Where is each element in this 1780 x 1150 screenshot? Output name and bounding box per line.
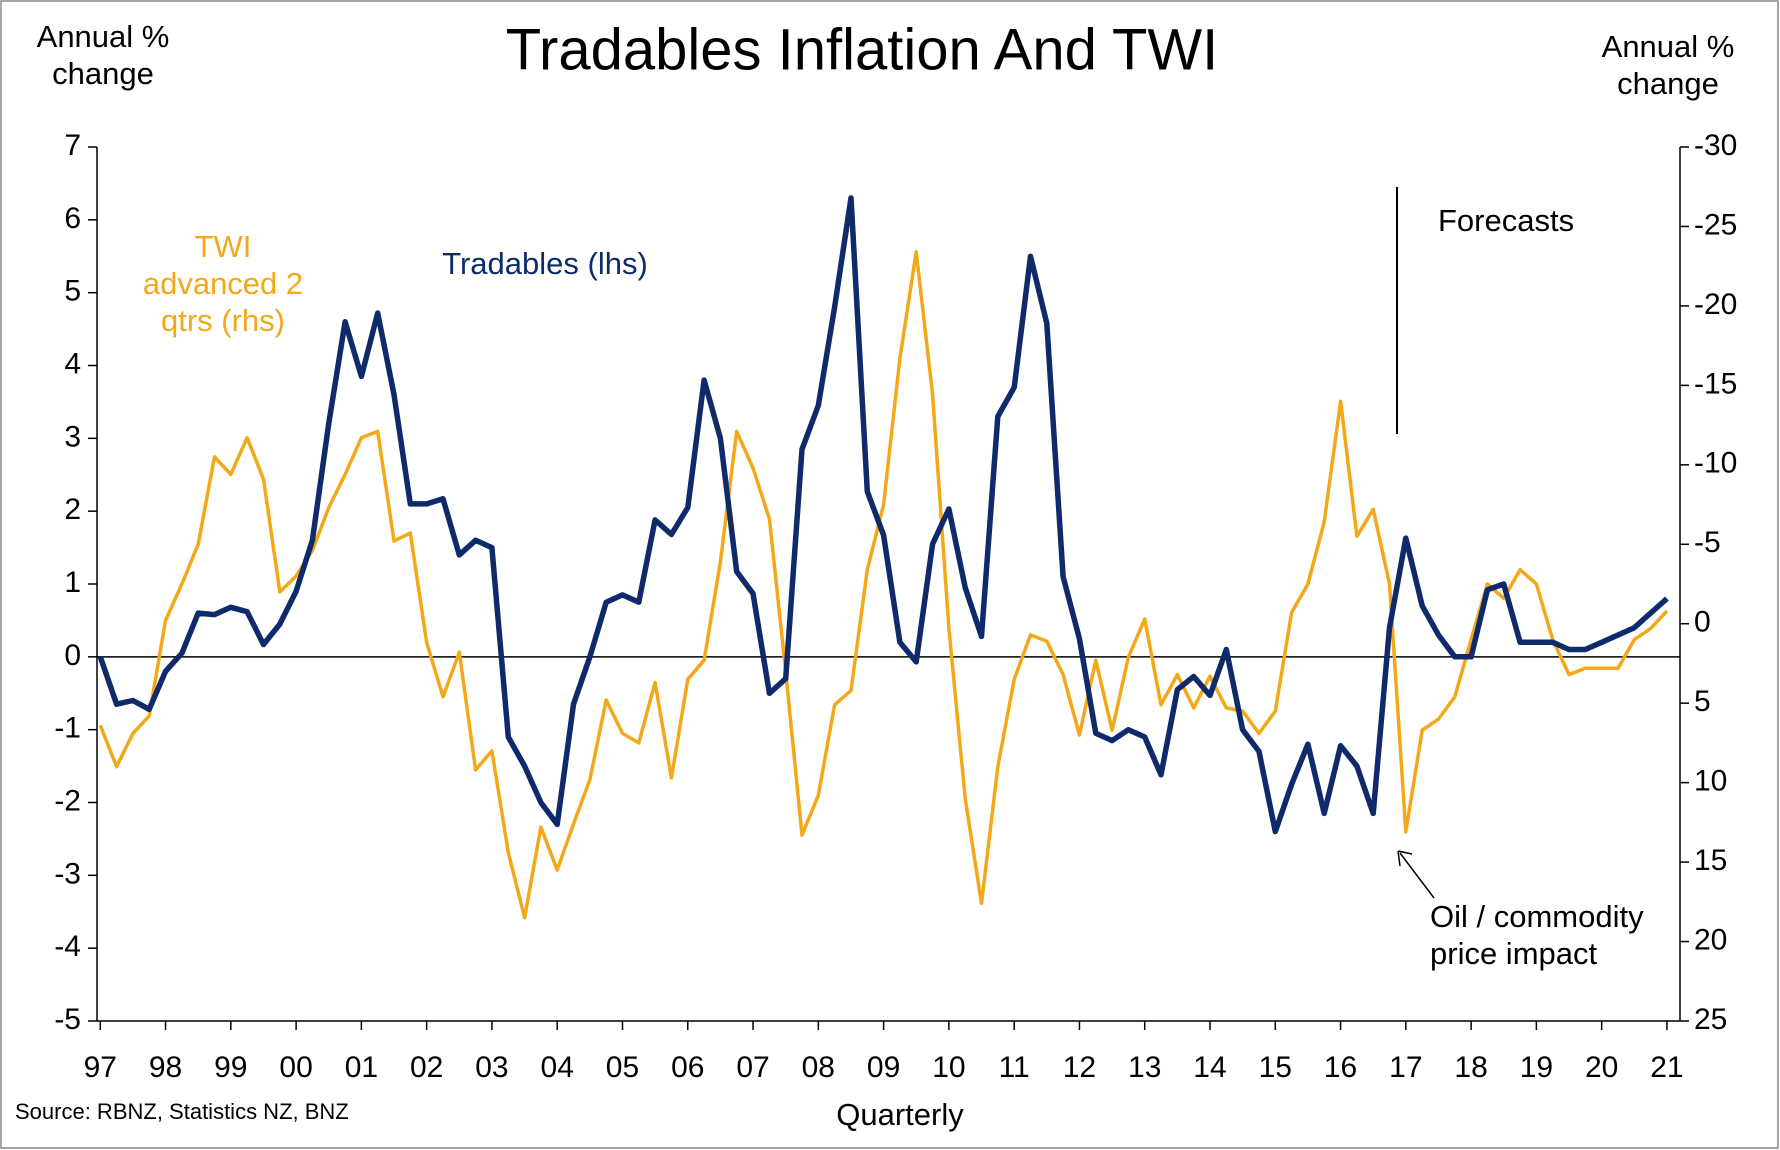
y2-tick-label: 25: [1694, 1003, 1727, 1036]
y-tick-label: -2: [54, 784, 81, 817]
y2-tick-label: 20: [1694, 923, 1727, 956]
x-tick-label: 12: [1063, 1051, 1096, 1084]
x-tick-label: 08: [802, 1051, 835, 1084]
series-line: [98, 250, 1669, 920]
x-tick-label: 09: [867, 1051, 900, 1084]
x-tick-label: 01: [345, 1051, 378, 1084]
x-tick-label: 13: [1128, 1051, 1161, 1084]
arrow-head: [1397, 850, 1413, 867]
x-tick-label: 00: [279, 1051, 312, 1084]
forecast-label: Forecasts: [1438, 203, 1574, 238]
y-tick-label: -4: [54, 930, 81, 963]
x-tick-label: 14: [1193, 1051, 1226, 1084]
y-axis-label: Annual % change: [36, 19, 170, 92]
y2-tick-label: -10: [1694, 447, 1737, 480]
series-label: Tradables (lhs): [442, 246, 648, 281]
y-tick-label: 6: [64, 202, 81, 235]
annotation-arrow: [1399, 852, 1435, 899]
y-tick-label: -1: [54, 712, 81, 745]
y-tick-label: 5: [64, 275, 81, 308]
y2-tick-label: 5: [1694, 685, 1711, 718]
y-tick-label: -3: [54, 857, 81, 890]
y-tick-label: 3: [64, 420, 81, 453]
x-tick-label: 97: [84, 1051, 117, 1084]
x-tick-label: 02: [410, 1051, 443, 1084]
x-tick-label: 99: [214, 1051, 247, 1084]
y2-tick-label: -15: [1694, 367, 1737, 400]
chart-title: Tradables Inflation And TWI: [506, 17, 1218, 82]
y2-tick-label: -5: [1694, 526, 1721, 559]
x-tick-label: 17: [1389, 1051, 1422, 1084]
x-tick-label: 18: [1454, 1051, 1487, 1084]
x-tick-label: 16: [1324, 1051, 1357, 1084]
annotation: Oil / commodity price impact: [1430, 899, 1644, 972]
y2-axis-label: Annual % change: [1601, 29, 1735, 102]
y-tick-label: 2: [64, 493, 81, 526]
x-tick-label: 19: [1520, 1051, 1553, 1084]
source-note: Source: RBNZ, Statistics NZ, BNZ: [15, 1099, 349, 1124]
x-axis-label: Quarterly: [836, 1097, 964, 1132]
y2-tick-label: 0: [1694, 606, 1711, 639]
y-tick-label: 0: [64, 639, 81, 672]
y2-tick-label: -20: [1694, 288, 1737, 321]
y-tick-label: 1: [64, 566, 81, 599]
y2-tick-label: -25: [1694, 208, 1737, 241]
y2-tick-label: 15: [1694, 844, 1727, 877]
x-tick-label: 03: [475, 1051, 508, 1084]
y2-tick-label: -30: [1694, 129, 1737, 162]
x-tick-label: 06: [671, 1051, 704, 1084]
y-tick-label: -5: [54, 1003, 81, 1036]
x-tick-label: 15: [1259, 1051, 1292, 1084]
y-tick-label: 7: [64, 129, 81, 162]
x-tick-label: 21: [1650, 1051, 1683, 1084]
y-tick-label: 4: [64, 347, 81, 380]
x-tick-label: 10: [932, 1051, 965, 1084]
x-tick-label: 07: [736, 1051, 769, 1084]
series-line: [97, 195, 1669, 835]
y2-tick-label: 10: [1694, 765, 1727, 798]
x-tick-label: 20: [1585, 1051, 1618, 1084]
x-tick-label: 98: [149, 1051, 182, 1084]
x-tick-label: 04: [541, 1051, 574, 1084]
x-tick-label: 05: [606, 1051, 639, 1084]
x-tick-label: 11: [999, 1051, 1030, 1084]
series-label: TWI advanced 2 qtrs (rhs): [142, 229, 304, 339]
